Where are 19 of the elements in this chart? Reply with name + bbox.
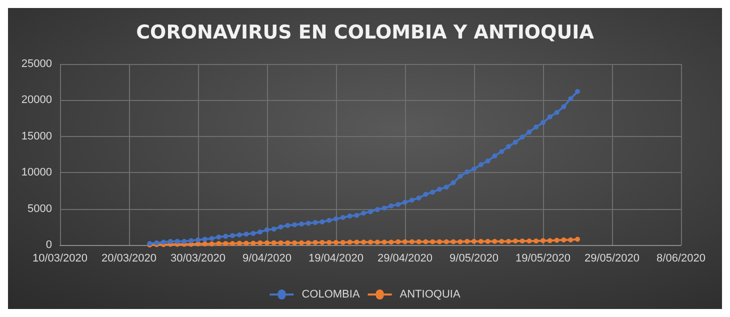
y-tick-label: 5000 <box>28 202 52 215</box>
x-tick-label: 9/05/2020 <box>450 252 498 264</box>
y-tick-label: 20000 <box>21 94 52 106</box>
x-tick-label: 9/04/2020 <box>242 252 292 264</box>
x-tick-label: 10/03/2020 <box>32 252 88 264</box>
y-tick-label: 0 <box>46 239 52 251</box>
y-tick-label: 15000 <box>21 130 52 142</box>
legend-label: ANTIOQUIA <box>400 288 461 300</box>
x-tick-label: 29/04/2020 <box>377 252 433 264</box>
x-tick-label: 8/06/2020 <box>656 252 706 264</box>
x-tick-label: 19/04/2020 <box>308 252 364 264</box>
x-tick-label: 20/03/2020 <box>101 252 157 264</box>
y-tick-label: 10000 <box>21 166 52 179</box>
y-tick-label: 25000 <box>21 58 52 70</box>
x-tick-label: 29/05/2020 <box>584 252 640 264</box>
chart-title: CORONAVIRUS EN COLOMBIA Y ANTIOQUIA <box>136 22 594 44</box>
x-tick-label: 19/05/2020 <box>515 252 571 264</box>
x-tick-label: 30/03/2020 <box>170 252 226 264</box>
legend-label: COLOMBIA <box>302 288 360 300</box>
